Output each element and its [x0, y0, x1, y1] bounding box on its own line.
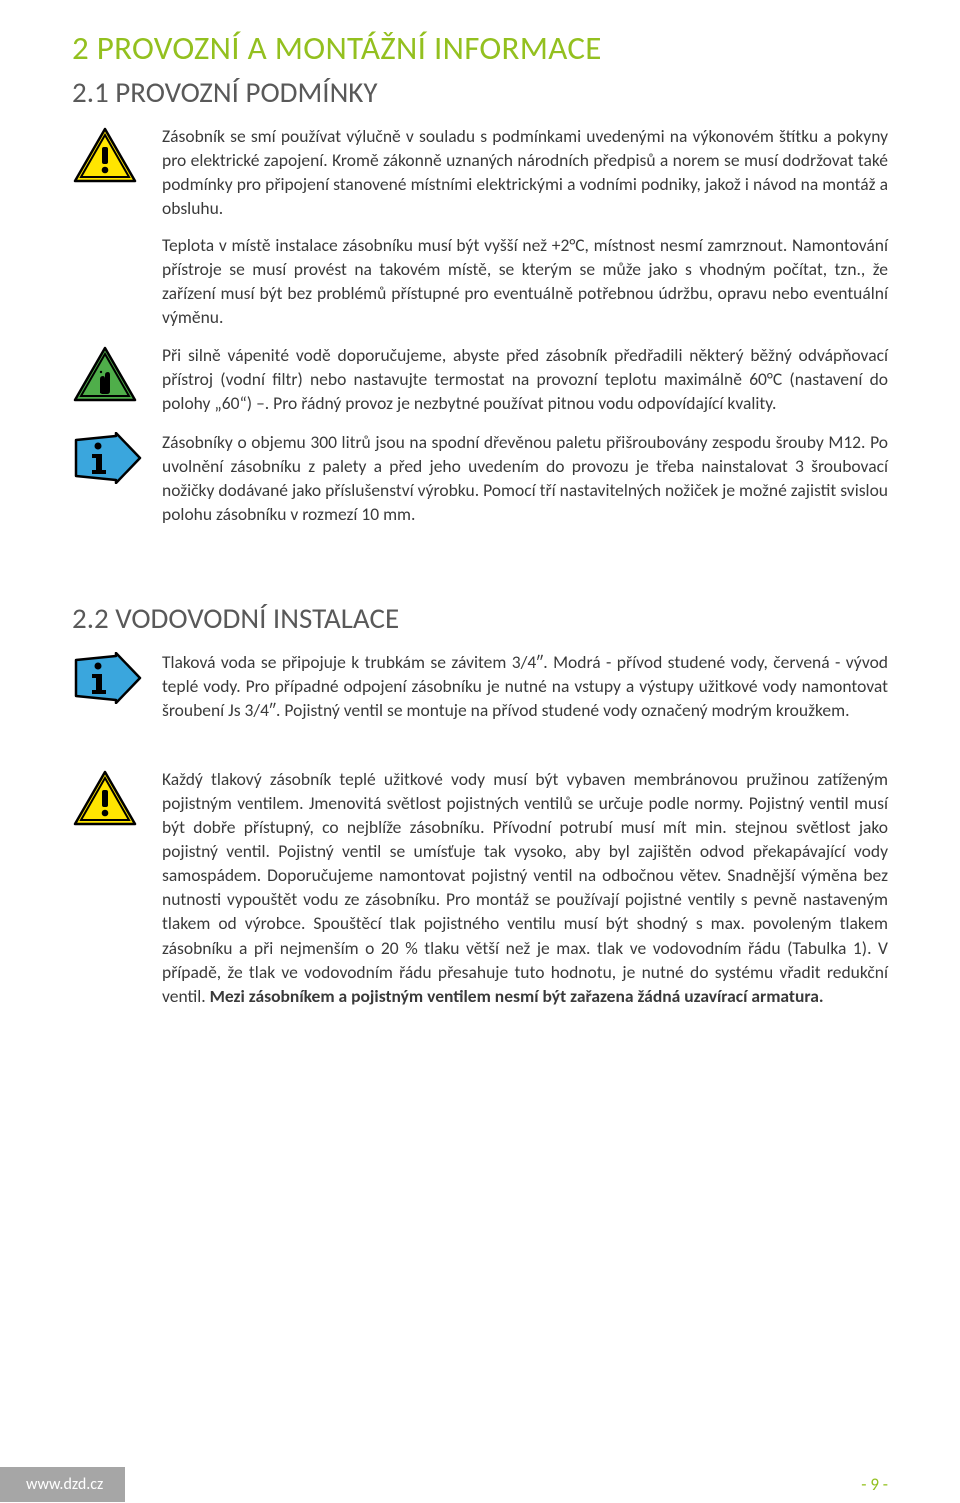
paragraph-bold: Mezi zásobníkem a pojistným ventilem nes…	[210, 985, 824, 1007]
paragraph-row: Tlaková voda se připojuje k trubkám se z…	[72, 650, 888, 722]
warning-triangle-icon	[72, 767, 162, 827]
paragraph-row: Zásobník se smí používat výlučně v soula…	[72, 124, 888, 329]
paragraph-text: Při silně vápenité vodě doporučujeme, ab…	[162, 343, 888, 415]
document-page: 2 PROVOZNÍ A MONTÁŽNÍ INFORMACE 2.1 PROV…	[0, 0, 960, 1503]
paragraph: Tlaková voda se připojuje k trubkám se z…	[162, 650, 888, 722]
paragraph-text: Každý tlakový zásobník teplé užitkové vo…	[162, 767, 888, 1008]
paragraph-row: Zásobníky o objemu 300 litrů jsou na spo…	[72, 430, 888, 527]
hand-pointing-triangle-icon	[72, 343, 162, 403]
paragraph-text: Tlaková voda se připojuje k trubkám se z…	[162, 650, 888, 722]
subsection-2-1-title: 2.1 PROVOZNÍ PODMÍNKY	[72, 74, 888, 110]
warning-triangle-icon	[72, 124, 162, 184]
paragraph: Zásobníky o objemu 300 litrů jsou na spo…	[162, 430, 888, 527]
page-footer: www.dzd.cz - 9 -	[0, 1465, 960, 1503]
section-title: 2 PROVOZNÍ A MONTÁŽNÍ INFORMACE	[72, 28, 888, 68]
paragraph-text: Zásobník se smí používat výlučně v soula…	[162, 124, 888, 329]
subsection-2-2-title: 2.2 VODOVODNÍ INSTALACE	[72, 600, 888, 636]
info-arrow-icon	[72, 430, 162, 484]
paragraph: Každý tlakový zásobník teplé užitkové vo…	[162, 767, 888, 1008]
paragraph-text: Zásobníky o objemu 300 litrů jsou na spo…	[162, 430, 888, 527]
info-arrow-icon	[72, 650, 162, 704]
paragraph-row: Při silně vápenité vodě doporučujeme, ab…	[72, 343, 888, 415]
footer-url: www.dzd.cz	[0, 1467, 125, 1502]
footer-page-number: - 9 -	[861, 1474, 888, 1495]
paragraph-row: Každý tlakový zásobník teplé užitkové vo…	[72, 767, 888, 1008]
paragraph: Teplota v místě instalace zásobníku musí…	[162, 233, 888, 330]
paragraph-part: Každý tlakový zásobník teplé užitkové vo…	[162, 768, 888, 1007]
paragraph: Zásobník se smí používat výlučně v soula…	[162, 124, 888, 221]
paragraph: Při silně vápenité vodě doporučujeme, ab…	[162, 343, 888, 415]
